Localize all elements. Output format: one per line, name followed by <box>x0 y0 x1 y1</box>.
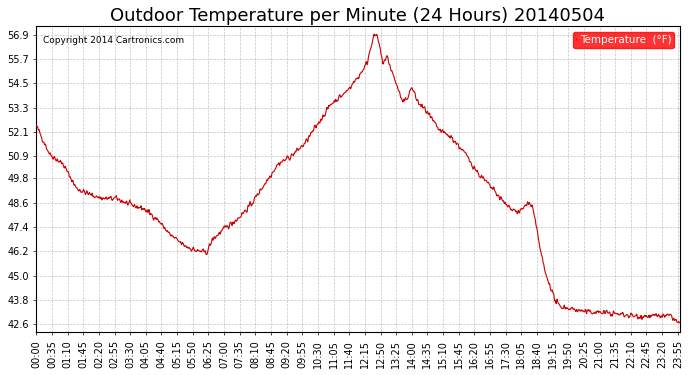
Legend: Temperature  (°F): Temperature (°F) <box>573 32 674 48</box>
Text: Copyright 2014 Cartronics.com: Copyright 2014 Cartronics.com <box>43 36 184 45</box>
Title: Outdoor Temperature per Minute (24 Hours) 20140504: Outdoor Temperature per Minute (24 Hours… <box>110 7 605 25</box>
